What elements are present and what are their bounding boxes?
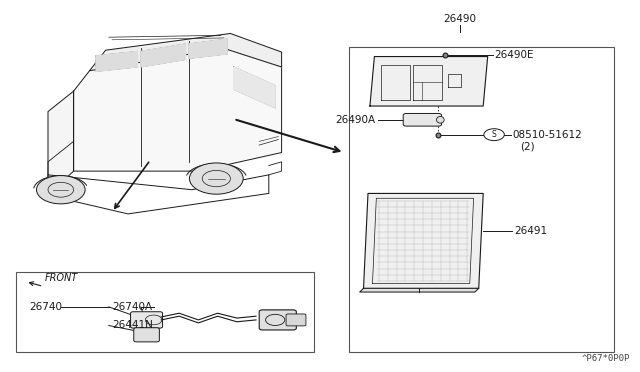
Text: FRONT: FRONT — [45, 273, 78, 283]
Text: 26740A: 26740A — [112, 302, 152, 312]
Polygon shape — [364, 193, 483, 288]
Text: 08510-51612: 08510-51612 — [512, 130, 582, 140]
Bar — [349, 46, 614, 352]
Polygon shape — [48, 91, 74, 195]
Polygon shape — [96, 51, 138, 71]
Polygon shape — [141, 44, 186, 67]
Polygon shape — [189, 39, 227, 58]
Text: 26740: 26740 — [29, 302, 62, 312]
Polygon shape — [234, 67, 275, 108]
Text: 26490A: 26490A — [335, 115, 376, 125]
Ellipse shape — [436, 116, 444, 123]
Polygon shape — [370, 57, 488, 106]
Text: 26490E: 26490E — [495, 50, 534, 60]
Circle shape — [189, 163, 243, 194]
Polygon shape — [360, 288, 479, 292]
Text: ^P67*0P0P: ^P67*0P0P — [582, 354, 630, 363]
Circle shape — [484, 129, 504, 141]
Text: (2): (2) — [520, 142, 534, 151]
Bar — [16, 272, 314, 352]
FancyBboxPatch shape — [403, 113, 442, 126]
Polygon shape — [74, 48, 282, 171]
FancyBboxPatch shape — [259, 310, 296, 330]
FancyBboxPatch shape — [286, 314, 306, 326]
FancyBboxPatch shape — [131, 312, 163, 328]
FancyBboxPatch shape — [134, 328, 159, 342]
Polygon shape — [90, 33, 282, 71]
Circle shape — [36, 176, 85, 204]
Text: 26491: 26491 — [514, 226, 547, 235]
Text: 26490: 26490 — [443, 14, 476, 24]
Text: 26441N: 26441N — [112, 321, 153, 330]
Text: S: S — [492, 130, 497, 139]
